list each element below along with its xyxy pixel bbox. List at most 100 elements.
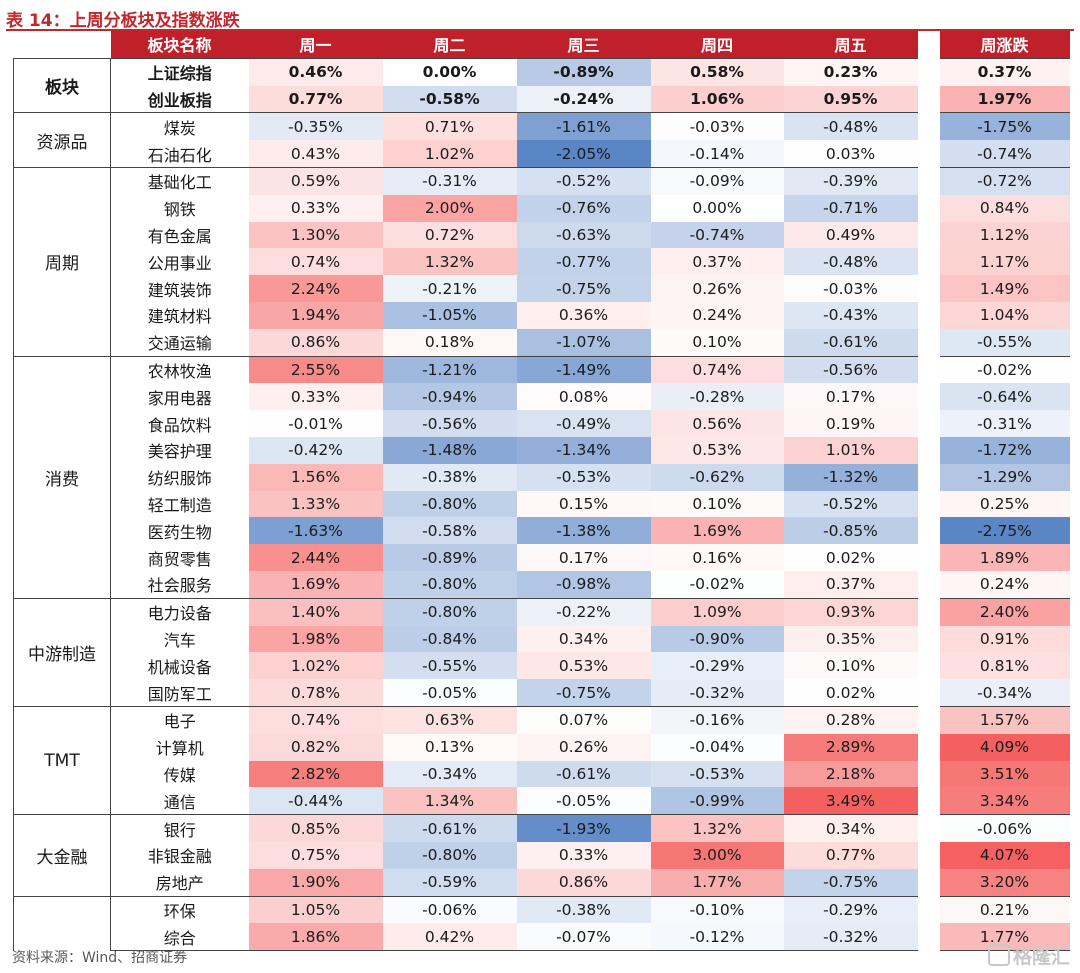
sector-name: 钢铁 [163,200,196,220]
sector-name: 公用事业 [147,253,212,273]
cell-week: 1.12% [939,221,1070,249]
cell-tue: -0.84% [382,625,517,653]
table-row: 创业板指 0.77% -0.58% -0.24% 1.06% 0.95% 1.97% [14,85,1070,113]
cell-mon: 0.78% [248,679,383,707]
cell-week: 0.21% [939,895,1070,924]
cell-tue: -0.34% [382,760,517,788]
cell-thu: -0.04% [650,733,784,761]
table-row: 交通运输 0.86% 0.18% -1.07% 0.10% -0.61% -0.55% [14,328,1070,357]
cell-thu: 0.58% [650,57,784,86]
cell-week: 2.40% [939,597,1070,626]
cell-mon: 0.77% [248,85,383,113]
sector-name: 建筑材料 [147,307,212,327]
cell-wed: 0.86% [516,868,651,896]
table-row: 纺织服饰 1.56% -0.38% -0.53% -0.62% -1.32% -1.29% [14,463,1070,491]
cell-tue: -0.80% [382,597,517,626]
cell-tue: -0.59% [382,868,517,896]
gap-cell [917,410,940,437]
gap-cell [917,896,940,924]
table-row: 有色金属 1.30% 0.72% -0.63% -0.74% 0.49% 1.12% [14,221,1070,249]
gap-cell [917,356,940,384]
cell-wed: -2.05% [516,140,651,168]
cell-tue: -0.55% [382,652,517,680]
cell-wed: 0.36% [516,301,651,329]
gap-cell [917,544,940,571]
table-row: 石油石化 0.43% 1.02% -2.05% -0.14% 0.03% -0.74% [14,140,1070,168]
cell-tue: -0.38% [382,463,517,491]
cell-fri: -0.75% [783,868,918,896]
sector-name: 电子 [110,705,249,734]
table-row: TMT 电子 0.74% 0.63% 0.07% -0.16% 0.28% 1.57% [13,705,1070,815]
cell-tue: -0.58% [382,85,517,113]
cell-tue: -0.61% [382,814,517,842]
cell-mon: -1.63% [248,517,383,545]
cell-mon: 0.74% [248,705,383,734]
table-row: 商贸零售 2.44% -0.89% 0.17% 0.16% 0.02% 1.89% [14,544,1070,571]
cell-fri: 2.89% [783,733,918,761]
cell-thu: 0.56% [650,410,784,437]
cell-wed: -0.61% [516,760,651,788]
cell-thu: 1.09% [650,597,784,626]
cell-mon: 1.56% [248,463,383,491]
cell-mon: 1.90% [248,868,383,896]
gap-cell [917,760,940,788]
group-label: TMT [13,705,111,815]
sector-name: 环保 [110,895,249,924]
cell-thu: -0.74% [650,221,784,249]
cell-week: -0.34% [939,679,1070,707]
sector-name: 基础化工 [110,166,249,195]
group-label: 周期 [13,166,111,357]
table-row: 医药生物 -1.63% -0.58% -1.38% 1.69% -0.85% -2.75% [14,517,1070,545]
cell-mon: 1.05% [248,895,383,924]
table-row: 公用事业 0.74% 1.32% -0.77% 0.37% -0.48% 1.17% [14,248,1070,276]
cell-tue: 0.42% [382,923,517,952]
cell-mon: 0.74% [248,248,383,276]
group-label: 大金融 [13,814,111,896]
cell-tue: -0.80% [382,490,517,518]
sector-name: 商贸零售 [147,549,212,569]
cell-wed: -0.77% [516,248,651,276]
cell-week: 0.24% [939,570,1070,599]
cell-thu: -0.03% [650,112,784,141]
cell-fri: 0.28% [783,705,918,734]
cell-fri: -0.39% [783,166,918,195]
cell-mon: 0.59% [248,166,383,195]
cell-tue: -0.80% [382,841,517,869]
cell-fri: 2.18% [783,760,918,788]
cell-week: 0.37% [939,57,1070,86]
cell-week: 0.81% [939,652,1070,680]
table-row: 通信 -0.44% 1.34% -0.05% -0.99% 3.49% 3.34% [14,787,1070,815]
sector-name: 汽车 [163,630,196,650]
cell-wed: 0.33% [516,841,651,869]
cell-mon: 1.69% [248,570,383,599]
cell-tue: -0.31% [382,166,517,195]
cell-tue: -0.21% [382,275,517,302]
cell-week: 1.97% [939,85,1070,113]
cell-mon: 1.30% [248,221,383,249]
table-row: 板块 上证综指 0.46% 0.00% -0.89% 0.58% 0.23% 0.37% [13,57,1070,113]
cell-week: 1.04% [939,301,1070,329]
cell-mon: 0.86% [248,328,383,357]
cell-tue: 1.34% [382,787,517,815]
cell-week: -0.64% [939,383,1070,411]
cell-wed: -1.38% [516,517,651,545]
cell-thu: -0.14% [650,140,784,168]
table-row: 传媒 2.82% -0.34% -0.61% -0.53% 2.18% 3.51% [14,760,1070,788]
cell-mon: 2.44% [248,544,383,571]
gap-cell [917,383,940,411]
cell-week: 3.51% [939,760,1070,788]
cell-tue: 2.00% [382,194,517,222]
sector-name: 房地产 [155,874,204,894]
cell-wed: -0.63% [516,221,651,249]
table-row: 社会服务 1.69% -0.80% -0.98% -0.02% 0.37% 0.24% [14,570,1070,599]
table-row: 美容护理 -0.42% -1.48% -1.34% 0.53% 1.01% -1.72% [14,436,1070,464]
caption-rule [6,29,1074,31]
cell-mon: 0.33% [248,383,383,411]
sector-name: 上证综指 [110,57,249,86]
cell-mon: -0.01% [248,410,383,437]
cell-fri: 3.49% [783,787,918,815]
table-row: 建筑装饰 2.24% -0.21% -0.75% 0.26% -0.03% 1.49% [14,275,1070,302]
cell-thu: -0.02% [650,570,784,599]
cell-thu: 0.53% [650,436,784,464]
cell-wed: 0.34% [516,625,651,653]
